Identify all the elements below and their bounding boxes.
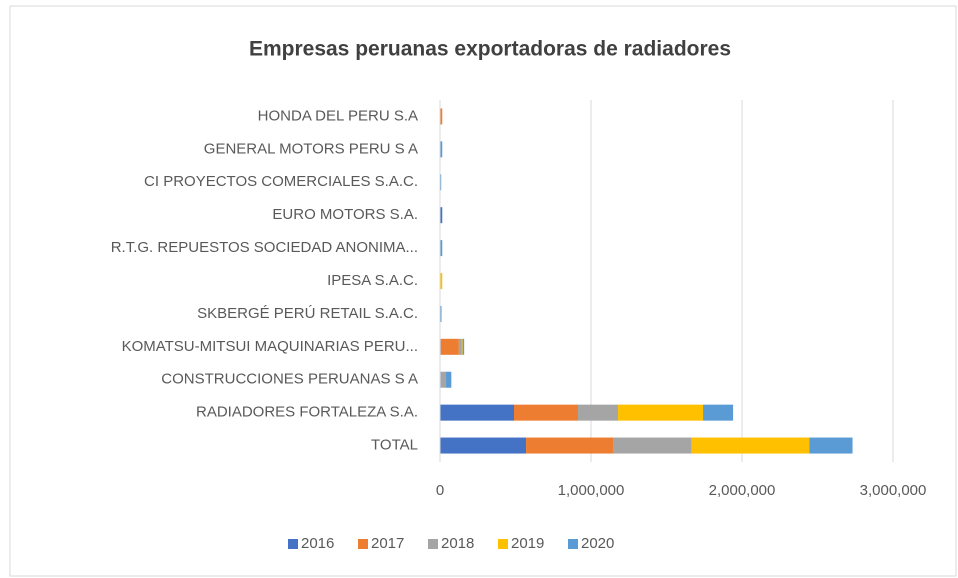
bar-segment [618,404,704,421]
x-tick-label: 1,000,000 [558,482,625,499]
bar-segment [440,240,443,257]
legend-swatch [428,539,438,549]
legend-swatch [568,539,578,549]
legend-swatch [288,539,298,549]
y-tick-label: SKBERGÉ PERÚ RETAIL S.A.C. [197,305,418,322]
bar-segment [440,273,443,289]
bar-segment [513,404,579,421]
bar-segment [440,141,443,158]
bar-segment [446,371,452,388]
y-tick-label: GENERAL MOTORS PERU S A [204,140,418,157]
bar-segment [440,371,447,388]
y-tick-label: R.T.G. REPUESTOS SOCIEDAD ANONIMA... [111,239,418,256]
bar-segment [440,404,514,421]
x-tick-label: 3,000,000 [860,482,927,499]
legend-label: 2019 [511,535,544,552]
bar-segment [440,338,459,355]
chart-title: Empresas peruanas exportadoras de radiad… [249,38,731,61]
legend-label: 2018 [441,535,474,552]
bar-segment [526,437,614,454]
y-tick-label: IPESA S.A.C. [327,272,418,289]
y-tick-label: HONDA DEL PERU S.A [258,107,418,124]
bar-segment [440,108,443,125]
bar-segment [691,437,810,454]
bar-segment [703,404,734,421]
chart-border [9,5,957,577]
x-tick-label: 0 [436,482,444,499]
bar-segment [458,338,462,355]
bar-segment [809,437,853,454]
bar-segment [440,174,442,191]
bar-segment [440,305,442,322]
legend-label: 2020 [581,535,614,552]
bar-segment [462,338,465,355]
y-tick-label: EURO MOTORS S.A. [272,206,418,223]
legend-label: 2016 [301,535,334,552]
bar-segment [440,207,443,224]
y-tick-label: KOMATSU-MITSUI MAQUINARIAS PERU... [122,338,418,355]
legend-swatch [498,539,508,549]
legend-label: 2017 [371,535,404,552]
y-tick-label: RADIADORES FORTALEZA S.A. [196,404,418,421]
x-tick-label: 2,000,000 [709,482,776,499]
bar-segment [461,338,463,355]
bar-segment [578,404,619,421]
bar-segment [613,437,692,454]
y-tick-label: CI PROYECTOS COMERCIALES S.A.C. [144,173,418,190]
legend-swatch [358,539,368,549]
y-tick-label: CONSTRUCCIONES PERUANAS S A [161,371,418,388]
bar-segment [440,437,527,454]
y-tick-label: TOTAL [371,437,418,454]
